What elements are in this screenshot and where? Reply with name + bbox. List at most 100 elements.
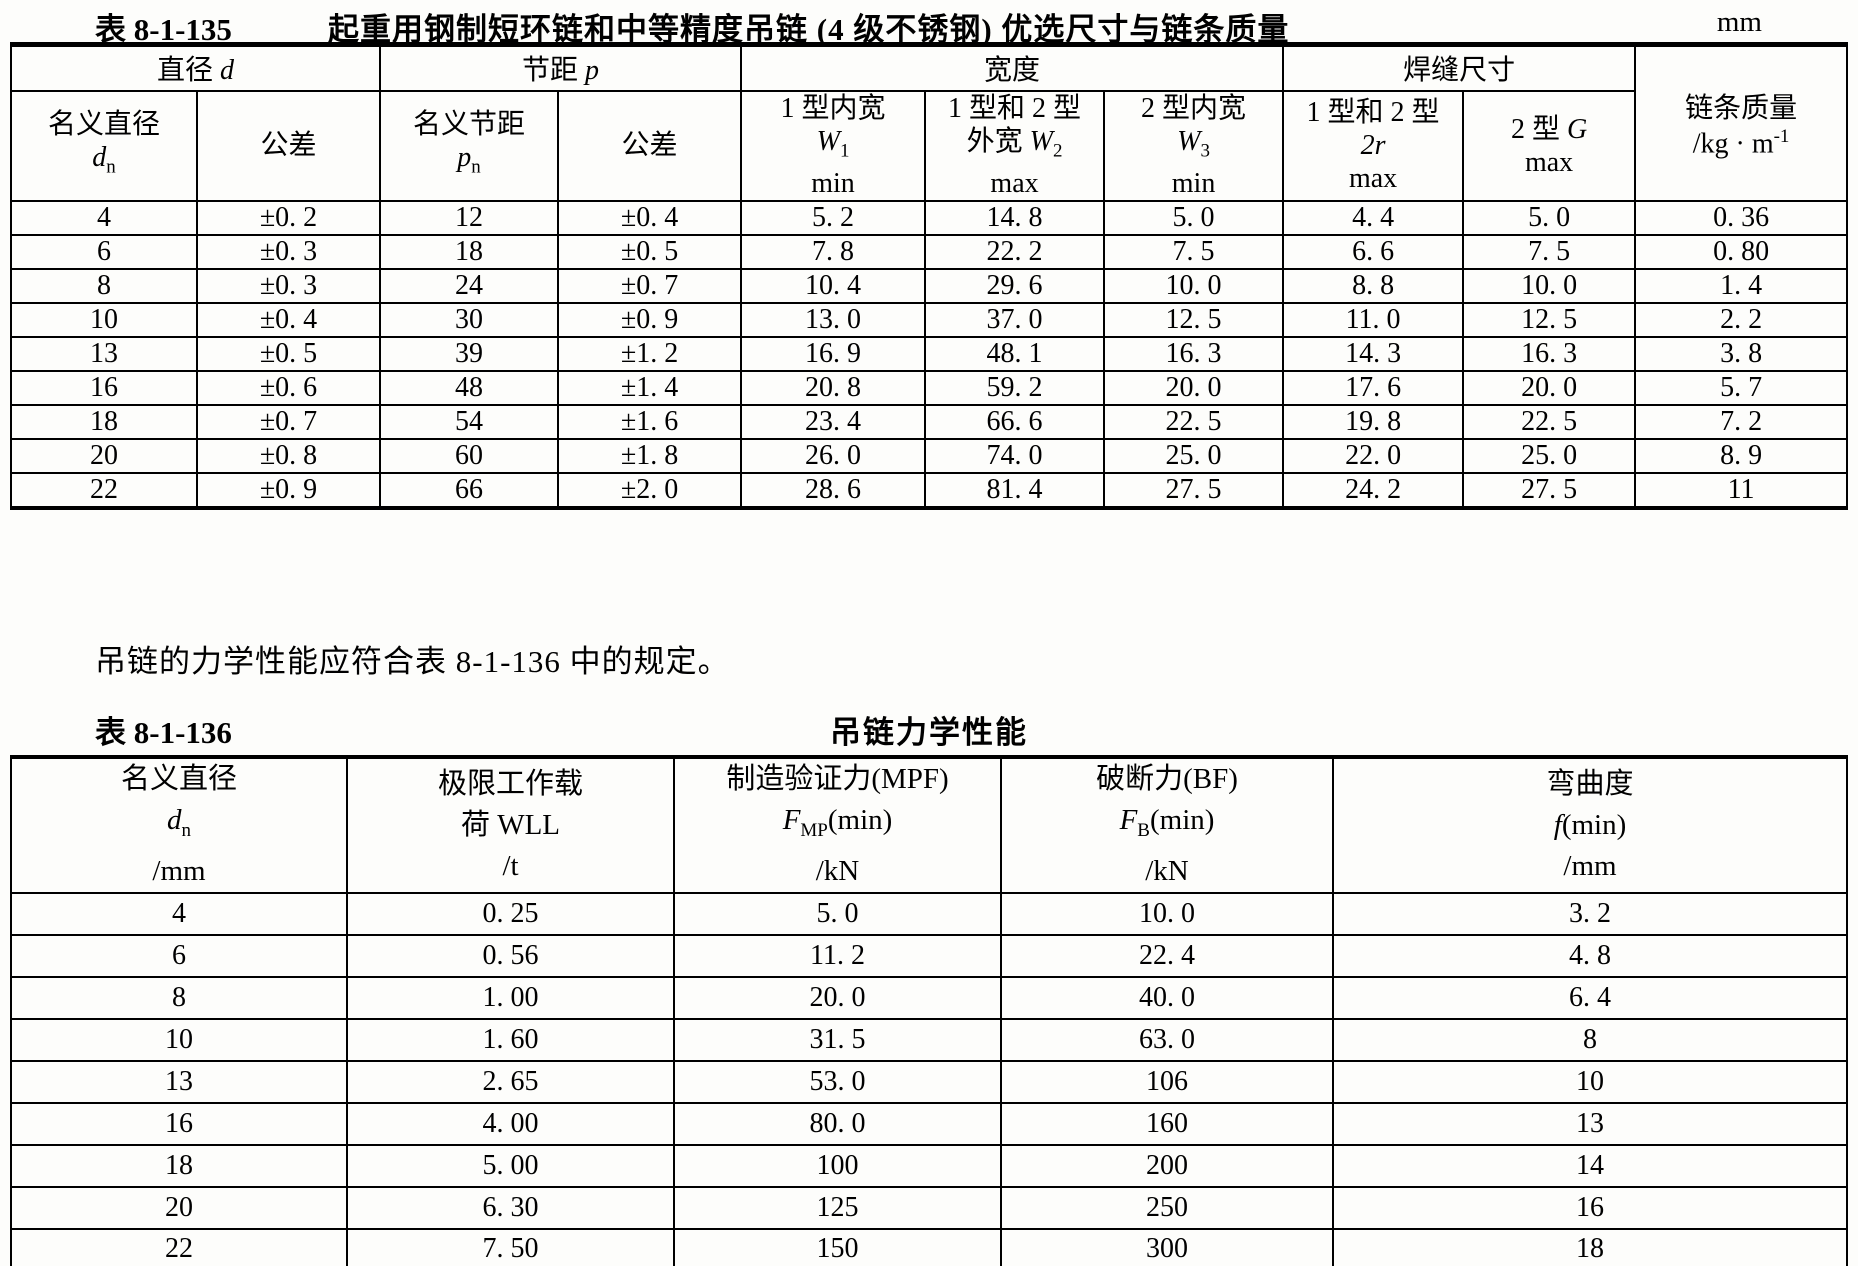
col-header-mpf: 制造验证力(MPF) FMP(min) /kN bbox=[673, 756, 1002, 894]
subscript-n: n bbox=[471, 156, 481, 178]
table-cell: 13 bbox=[10, 1059, 348, 1104]
w1-label: 1 型内宽 bbox=[780, 92, 886, 124]
table-cell: 66 bbox=[379, 472, 560, 510]
col-header-w3: 2 型内宽 W3 min bbox=[1103, 89, 1285, 203]
mpf-label: 制造验证力(MPF) bbox=[726, 763, 949, 796]
symbol-dn: d bbox=[92, 142, 107, 173]
table-cell: 29. 6 bbox=[924, 268, 1106, 305]
table1-title: 起重用钢制短环链和中等精度吊链 (4 级不锈钢) 优选尺寸与链条质量 bbox=[328, 12, 1290, 47]
g-limit: max bbox=[1524, 146, 1574, 178]
table-cell: 8. 9 bbox=[1634, 438, 1849, 475]
table-cell: 200 bbox=[1000, 1143, 1334, 1188]
table-cell: 20 bbox=[10, 438, 198, 475]
table-cell: 5. 0 bbox=[1103, 200, 1285, 237]
table-cell: 0. 80 bbox=[1634, 234, 1849, 271]
mpf-unit: /kN bbox=[815, 854, 860, 887]
table1-dimensions: 直径 d 节距 p 宽度 焊缝尺寸 链条质量 /kg · m-1 名义直径 dn… bbox=[9, 42, 1849, 511]
table-cell: 16. 3 bbox=[1462, 336, 1637, 373]
table-cell: 16. 3 bbox=[1103, 336, 1285, 373]
table-cell: 22 bbox=[10, 1227, 348, 1266]
w3-limit: min bbox=[1171, 168, 1216, 200]
table1-body: 4 ±0. 2 12 ±0. 4 5. 2 14. 8 5. 0 4. 4 5. 0 0. 36 6… bbox=[10, 200, 1849, 510]
table-cell: 30 bbox=[379, 302, 560, 339]
2r-label: 1 型和 2 型 bbox=[1306, 97, 1440, 129]
table-cell: 39 bbox=[379, 336, 560, 373]
col-header-diameter-tolerance: 公差 bbox=[195, 89, 382, 203]
symbol-pn: p bbox=[457, 142, 472, 173]
table-cell: ±0. 8 bbox=[195, 438, 382, 475]
t2-diameter-label: 名义直径 bbox=[120, 763, 237, 796]
nominal-diameter-label: 名义直径 bbox=[47, 109, 160, 140]
table-cell: 3. 8 bbox=[1634, 336, 1849, 373]
bend-label: 弯曲度 bbox=[1546, 767, 1634, 800]
table-cell: ±2. 0 bbox=[557, 472, 743, 510]
table-cell: 24 bbox=[379, 268, 560, 305]
group-header-width: 宽度 bbox=[740, 43, 1285, 92]
table-cell: 160 bbox=[1000, 1101, 1334, 1146]
bend-min: (min) bbox=[1561, 808, 1627, 841]
table-cell: 4 bbox=[10, 891, 348, 936]
table-row: 4 0. 25 5. 0 10. 0 3. 2 bbox=[10, 891, 1848, 936]
chain-mass-label: 链条质量 bbox=[1685, 93, 1798, 125]
symbol-f: f bbox=[1553, 808, 1562, 841]
table-cell: 48 bbox=[379, 370, 560, 407]
table-cell: 20 bbox=[10, 1185, 348, 1230]
table-cell: 6. 4 bbox=[1332, 975, 1848, 1020]
2r-limit: max bbox=[1348, 163, 1398, 195]
col-header-nominal-diameter: 名义直径 dn bbox=[10, 89, 198, 203]
table-cell: 28. 6 bbox=[740, 472, 927, 510]
table-cell: 20. 8 bbox=[740, 370, 927, 407]
table-cell: 18 bbox=[10, 1143, 348, 1188]
w2-label: 1 型和 2 型 bbox=[948, 92, 1082, 124]
table-cell: 22. 2 bbox=[924, 234, 1106, 271]
w1-limit: min bbox=[811, 168, 855, 200]
table-cell: ±0. 7 bbox=[195, 404, 382, 441]
bf-unit: /kN bbox=[1145, 854, 1189, 887]
table-cell: 16 bbox=[10, 370, 198, 407]
table-cell: 0. 56 bbox=[346, 933, 675, 978]
table-cell: 5. 7 bbox=[1634, 370, 1849, 407]
symbol-w3: W bbox=[1177, 125, 1201, 157]
chain-mass-unit: /kg · m bbox=[1692, 128, 1774, 160]
table-cell: 11 bbox=[1634, 472, 1849, 510]
table-cell: 20. 0 bbox=[1462, 370, 1637, 407]
table-cell: 16 bbox=[10, 1101, 348, 1146]
nominal-pitch-label: 名义节距 bbox=[413, 109, 526, 140]
table-cell: 27. 5 bbox=[1103, 472, 1285, 510]
table-cell: 150 bbox=[673, 1227, 1002, 1266]
table1-unit-label: mm bbox=[1716, 6, 1762, 38]
symbol-p: p bbox=[585, 55, 600, 87]
table1-header: 直径 d 节距 p 宽度 焊缝尺寸 链条质量 /kg · m-1 名义直径 dn… bbox=[9, 43, 1849, 203]
subscript-3: 3 bbox=[1200, 140, 1210, 162]
wll-label-2: 荷 WLL bbox=[460, 808, 561, 841]
table-cell: 7. 5 bbox=[1462, 234, 1637, 271]
table-cell: 8 bbox=[10, 975, 348, 1020]
table-cell: ±1. 8 bbox=[557, 438, 743, 475]
subscript-b: B bbox=[1137, 819, 1150, 841]
table-cell: 10 bbox=[10, 302, 198, 339]
t2-diameter-unit: /mm bbox=[152, 854, 206, 887]
subscript-n: n bbox=[181, 819, 192, 841]
table-cell: 13. 0 bbox=[740, 302, 927, 339]
table-cell: 19. 8 bbox=[1282, 404, 1465, 441]
col-header-w1: 1 型内宽 W1 min bbox=[740, 89, 927, 203]
table-cell: 106 bbox=[1000, 1059, 1334, 1104]
table-cell: 18 bbox=[10, 404, 198, 441]
symbol-fmp: F bbox=[782, 804, 801, 837]
table-cell: ±0. 3 bbox=[195, 234, 382, 271]
table-cell: ±0. 4 bbox=[195, 302, 382, 339]
table-row: 16 4. 00 80. 0 160 13 bbox=[10, 1101, 1848, 1146]
table-cell: 7. 5 bbox=[1103, 234, 1285, 271]
table-cell: 53. 0 bbox=[673, 1059, 1002, 1104]
table2-mechanical-properties: 名义直径 dn /mm 极限工作载 荷 WLL /t 制造验证力(MPF) FM… bbox=[10, 755, 1848, 1266]
table-cell: 25. 0 bbox=[1462, 438, 1637, 475]
table-cell: 0. 25 bbox=[346, 891, 675, 936]
table-row: 4 ±0. 2 12 ±0. 4 5. 2 14. 8 5. 0 4. 4 5. 0 0. 36 bbox=[10, 200, 1849, 237]
table-cell: 25. 0 bbox=[1103, 438, 1285, 475]
table-cell: 59. 2 bbox=[924, 370, 1106, 407]
table-cell: 5. 2 bbox=[740, 200, 927, 237]
table-cell: 80. 0 bbox=[673, 1101, 1002, 1146]
table-row: 18 5. 00 100 200 14 bbox=[10, 1143, 1848, 1188]
